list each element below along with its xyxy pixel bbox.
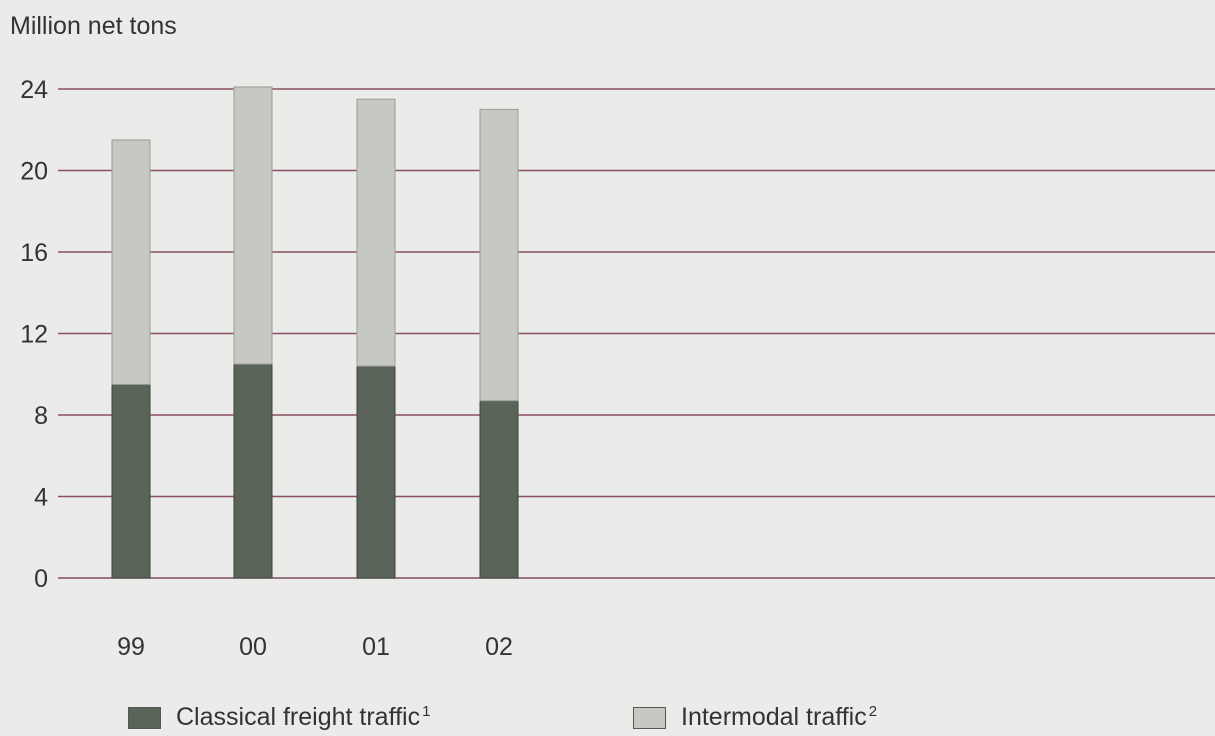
bar-classical-02 bbox=[479, 400, 519, 579]
gridlines bbox=[58, 88, 1215, 579]
bar-intermodal-01 bbox=[356, 98, 396, 367]
y-tick-label-20: 20 bbox=[20, 158, 48, 186]
bar-intermodal-02 bbox=[479, 108, 519, 402]
legend-label-intermodal: Intermodal traffic 2 bbox=[681, 703, 878, 731]
y-tick-label-0: 0 bbox=[34, 565, 48, 593]
bar-intermodal-99 bbox=[111, 139, 151, 385]
legend-item-classical-freight: Classical freight traffic 1 bbox=[128, 703, 430, 732]
x-category-label-99: 99 bbox=[117, 633, 145, 661]
bar-intermodal-00 bbox=[233, 86, 273, 365]
bar-classical-00 bbox=[233, 363, 273, 579]
x-category-label-01: 01 bbox=[362, 633, 390, 661]
x-category-label-02: 02 bbox=[485, 633, 513, 661]
legend-swatch-classical-freight bbox=[128, 706, 161, 729]
bar-classical-99 bbox=[111, 383, 151, 579]
y-tick-label-4: 4 bbox=[34, 484, 48, 512]
y-tick-label-24: 24 bbox=[20, 76, 48, 104]
bar-classical-01 bbox=[356, 365, 396, 579]
y-tick-label-16: 16 bbox=[20, 239, 48, 267]
y-tick-label-12: 12 bbox=[20, 321, 48, 349]
y-axis-unit-label: Million net tons bbox=[10, 12, 177, 40]
x-axis-categories: 99 00 01 02 bbox=[117, 633, 513, 661]
legend-swatch-intermodal bbox=[633, 706, 666, 729]
x-category-label-00: 00 bbox=[239, 633, 267, 661]
legend-item-intermodal: Intermodal traffic 2 bbox=[633, 703, 877, 732]
legend: Classical freight traffic 1 Intermodal tr… bbox=[0, 703, 1215, 733]
legend-label-classical-freight: Classical freight traffic 1 bbox=[176, 703, 431, 731]
bars bbox=[111, 86, 519, 579]
y-axis-ticks: 0 4 8 12 16 20 24 bbox=[20, 76, 48, 593]
y-tick-label-8: 8 bbox=[34, 402, 48, 430]
